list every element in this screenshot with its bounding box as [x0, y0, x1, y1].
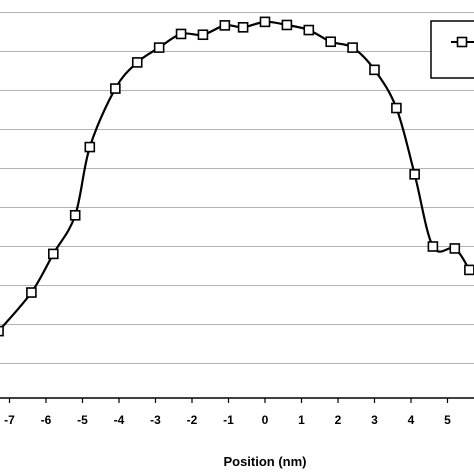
x-tick-label: -2 [187, 413, 198, 427]
data-point-marker [347, 42, 358, 53]
x-tick-label: 1 [298, 413, 305, 427]
data-point-marker [69, 210, 81, 221]
data-point-marker [175, 28, 187, 40]
data-point-marker [219, 20, 231, 31]
data-point-marker [26, 287, 37, 298]
x-tick-label: 0 [262, 413, 269, 427]
x-tick-label: 5 [444, 413, 451, 427]
data-point-marker [281, 19, 293, 31]
data-point-marker [391, 102, 402, 114]
grid-lines [0, 12, 474, 364]
x-tick-label: -1 [223, 413, 234, 427]
x-tick-label: -3 [150, 413, 161, 427]
x-tick-label: -5 [77, 413, 88, 427]
x-tick-label: -7 [4, 413, 15, 427]
data-point-marker [409, 169, 420, 180]
data-point-marker [464, 264, 474, 276]
x-axis: -7 -6 -5 -4 -3 -2 -1 0 1 2 3 4 5 [0, 397, 474, 427]
x-tick-label: 4 [408, 413, 415, 427]
data-point-marker [259, 16, 271, 28]
data-point-marker [0, 325, 4, 337]
data-point-marker [47, 248, 59, 260]
legend [430, 20, 474, 79]
data-point-marker [325, 36, 337, 48]
series-line [0, 20, 471, 332]
x-axis-title: Position (nm) [223, 454, 306, 469]
x-tick-label: -6 [41, 413, 52, 427]
data-point-marker [427, 241, 439, 252]
data-point-marker [449, 243, 461, 254]
series-curve [0, 20, 471, 332]
legend-marker-sample [456, 36, 468, 48]
x-tick-label: 2 [335, 413, 342, 427]
data-point-marker [303, 24, 315, 36]
x-tick-label: -4 [114, 413, 125, 427]
legend-box [430, 20, 474, 79]
x-tick-label: 3 [371, 413, 378, 427]
series-markers [0, 16, 474, 337]
data-point-marker [110, 83, 121, 94]
data-point-marker [153, 42, 165, 53]
data-point-marker [197, 29, 209, 41]
data-point-marker [84, 141, 96, 153]
data-point-marker [131, 57, 143, 68]
data-point-marker [369, 64, 380, 76]
data-point-marker [237, 22, 249, 33]
